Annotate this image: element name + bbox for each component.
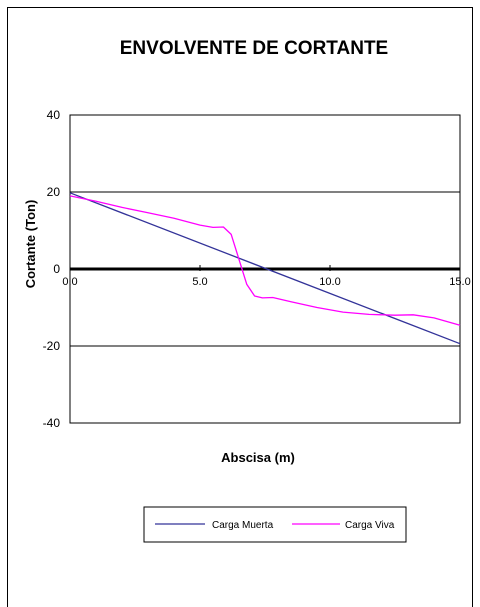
y-tick-label: 0 [53,262,60,276]
y-axis-label: Cortante (Ton) [23,200,38,289]
x-axis-label: Abscisa (m) [221,450,295,465]
y-tick-label: -20 [43,339,61,353]
y-tick-labels: 40 20 0 -20 -40 [43,108,61,430]
x-tick-label: 10.0 [319,276,340,288]
plot-area [69,114,461,424]
series-line-1 [69,192,461,345]
x-tick-label: 15.0 [449,276,470,288]
y-tick-label: 20 [47,185,61,199]
legend-label-1: Carga Muerta [212,520,274,531]
series-lines [69,192,461,345]
series-line-2 [69,195,461,326]
y-tick-label: 40 [47,108,61,122]
x-tick-label: 0.0 [62,276,77,288]
legend: Carga Muerta Carga Viva [155,520,395,531]
chart-title: ENVOLVENTE DE CORTANTE [120,38,388,59]
y-tick-label: -40 [43,416,61,430]
gridlines [69,114,461,424]
chart-frame [7,7,473,607]
x-tick-label: 5.0 [192,276,207,288]
x-tick-labels: 0.0 5.0 10.0 15.0 [62,276,470,288]
legend-label-2: Carga Viva [345,520,395,531]
